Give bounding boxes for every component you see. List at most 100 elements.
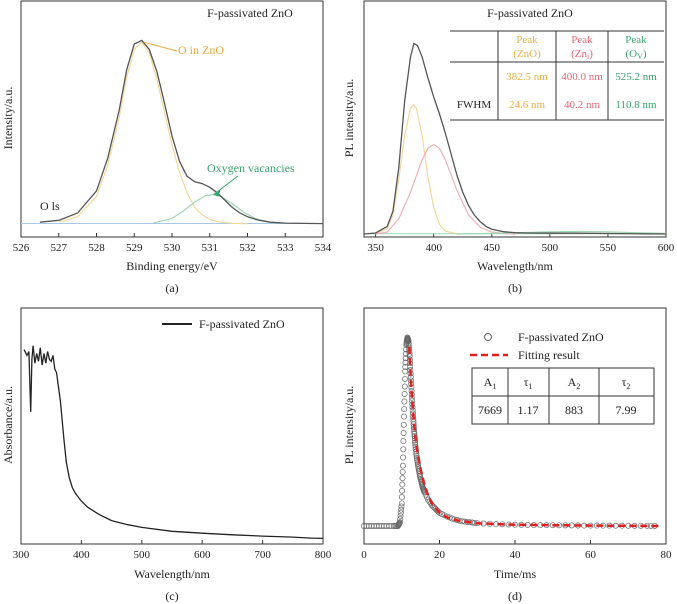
panel-d-label: (d)	[508, 589, 522, 603]
panel-d-data-point-30	[399, 481, 406, 488]
panel-c-legend-label: F-passivated ZnO	[199, 317, 285, 331]
panel-a-series-measured	[39, 39, 324, 225]
panel-b-series-measured	[363, 42, 667, 235]
table-header-zni-line1: Peak	[571, 34, 593, 46]
panel-c-frame	[20, 307, 324, 545]
panel-d-plot: 0 20 40 60 80	[361, 334, 673, 561]
panel-d-data-point-100	[412, 444, 419, 451]
panel-d-data-point-39	[401, 413, 407, 420]
panel-d-fit-table: A1 τ1 A2 τ2 7669 1.17 883 7.99	[471, 367, 655, 425]
panel-a-x-tick-label-6: 532	[239, 242, 256, 254]
panel-b-label: (b)	[508, 281, 522, 295]
table-fwhm-zni: 40.2 nm	[564, 99, 601, 111]
panel-b-series-peak-zno-	[375, 103, 458, 235]
panel-d-data-point-108	[414, 460, 421, 467]
table-peak-ov: 525.2 nm	[615, 71, 657, 83]
panel-d-x-tick-label-0: 0	[361, 549, 367, 561]
panel-d-data-point-28	[398, 494, 405, 501]
panel-d-data-point-33	[399, 462, 406, 469]
panel-d-legend-marker	[484, 333, 492, 341]
panel-d-data-point-41	[401, 398, 408, 405]
panel-b-title: F-passivated ZnO	[487, 6, 573, 20]
panel-c-series-f-passivated-zno	[23, 345, 324, 540]
panel-d-data-point-31	[399, 475, 406, 482]
panel-d-data-point-104	[413, 452, 420, 459]
panel-b-x-tick-label-3: 500	[542, 242, 559, 254]
panel-d-data-point-35	[400, 446, 407, 453]
panel-d-data-point-43	[401, 383, 408, 390]
panel-a-annotation-o-in-zno: O in ZnO	[178, 43, 224, 57]
panel-d-data-point-25	[398, 506, 405, 513]
panel-c-xlabel: Wavelength/nm	[134, 567, 210, 581]
panel-a-ylabel: Intensity/a.u.	[1, 87, 15, 150]
panel-a-plot: 526 527 528 529 530 531 532 533 534	[13, 39, 332, 254]
panel-c-x-tick-label-2: 500	[134, 549, 151, 561]
panel-d-data-point-45	[402, 368, 409, 375]
panel-d-data-point-38	[400, 421, 407, 428]
panel-d-data-point-40	[401, 406, 408, 413]
panel-d-legend-label-fit: Fitting result	[518, 348, 580, 362]
panel-d-data-point-32	[399, 468, 406, 475]
panel-a-x-tick-label-5: 531	[202, 242, 219, 254]
panel-a-series-oxygen-vacancies	[152, 193, 286, 224]
panel-a-x-tick-label-8: 534	[315, 242, 332, 254]
panel-c-label: (c)	[165, 589, 178, 603]
panel-d-x-tick-label-4: 80	[661, 549, 673, 561]
panel-a-label: (a)	[165, 281, 178, 295]
fit-header-tau2: τ2	[622, 375, 631, 391]
panel-b-x-tick-label-0: 350	[367, 242, 384, 254]
panel-a-x-tick-label-3: 529	[126, 242, 143, 254]
table-fwhm-zno: 24.6 nm	[509, 99, 546, 111]
table-fwhm-label: FWHM	[457, 99, 491, 111]
fit-header-tau1: τ1	[524, 375, 533, 391]
fit-header-a2: A2	[568, 375, 581, 391]
table-header-zno-line2: (ZnO)	[513, 48, 541, 60]
panel-a-x-tick-label-4: 530	[164, 242, 181, 254]
panel-d-ylabel: PL intensity/a.u.	[342, 386, 356, 465]
panel-d-data-point-24	[397, 509, 404, 516]
panel-a-series-o-in-zno	[58, 41, 248, 225]
panel-d-x-tick-label-2: 40	[510, 549, 522, 561]
panel-d-data-point-26	[398, 503, 405, 510]
panel-b-series-peak-zni-	[375, 143, 516, 235]
table-header-zno-line1: Peak	[516, 34, 538, 46]
panel-a-x-tick-label-7: 533	[277, 242, 294, 254]
panel-d-x-tick-label-3: 60	[585, 549, 597, 561]
panel-d-data-point-48	[402, 355, 409, 362]
table-fwhm-ov: 110.8 nm	[615, 99, 657, 111]
panel-b-peak-table: Peak (ZnO) Peak (Zni) Peak (OV) 382.5 nm…	[450, 30, 664, 121]
panel-b-x-tick-label-1: 400	[425, 242, 442, 254]
panel-b-x-tick-label-5: 600	[658, 242, 675, 254]
panel-d-data-point-27	[398, 500, 405, 507]
fit-value-tau1: 1.17	[518, 403, 539, 417]
panel-d-data-point-36	[400, 438, 407, 445]
panel-d-data-point-34	[400, 454, 407, 461]
panel-c-ylabel: Absorbance/a.u.	[1, 386, 15, 464]
table-header-ov-line2: (OV)	[625, 48, 646, 61]
panel-b-x-tick-label-2: 450	[484, 242, 501, 254]
panel-d-data-point-37	[400, 430, 407, 436]
panel-c-x-tick-label-0: 300	[13, 549, 30, 561]
table-peak-zno: 382.5 nm	[506, 71, 548, 83]
panel-d-data-point-22	[397, 516, 404, 523]
panel-d-data-point-47	[402, 359, 409, 366]
table-header-zni-line2: (Zni)	[571, 48, 593, 61]
panel-d-x-tick-label-1: 20	[434, 549, 446, 561]
panel-b-x-tick-label-4: 550	[600, 242, 617, 254]
panel-a-x-tick-label-1: 527	[51, 242, 68, 254]
panel-d-legend-label-data: F-passivated ZnO	[518, 330, 604, 344]
panel-c-x-tick-label-3: 600	[194, 549, 211, 561]
panel-b-ylabel: PL intensity/a.u.	[342, 79, 356, 158]
panel-a-arrow-o-in-zno	[143, 41, 178, 52]
panel-c-x-tick-label-5: 800	[315, 549, 332, 561]
panel-a-arrow-oxygen-vacancies	[213, 175, 239, 196]
panel-a-annotation-o1s: O ls	[40, 199, 60, 213]
panel-a-annotation-oxygen-vacancies: Oxygen vacancies	[207, 161, 295, 175]
panel-a-frame	[20, 0, 324, 238]
panel-c-plot: 300 400 500 600 700 800	[13, 345, 332, 561]
panel-d-data-point-29	[399, 487, 406, 494]
panel-d-data-point-21	[396, 519, 403, 526]
fit-value-a2: 883	[565, 403, 583, 417]
table-header-ov-line1: Peak	[625, 34, 647, 46]
